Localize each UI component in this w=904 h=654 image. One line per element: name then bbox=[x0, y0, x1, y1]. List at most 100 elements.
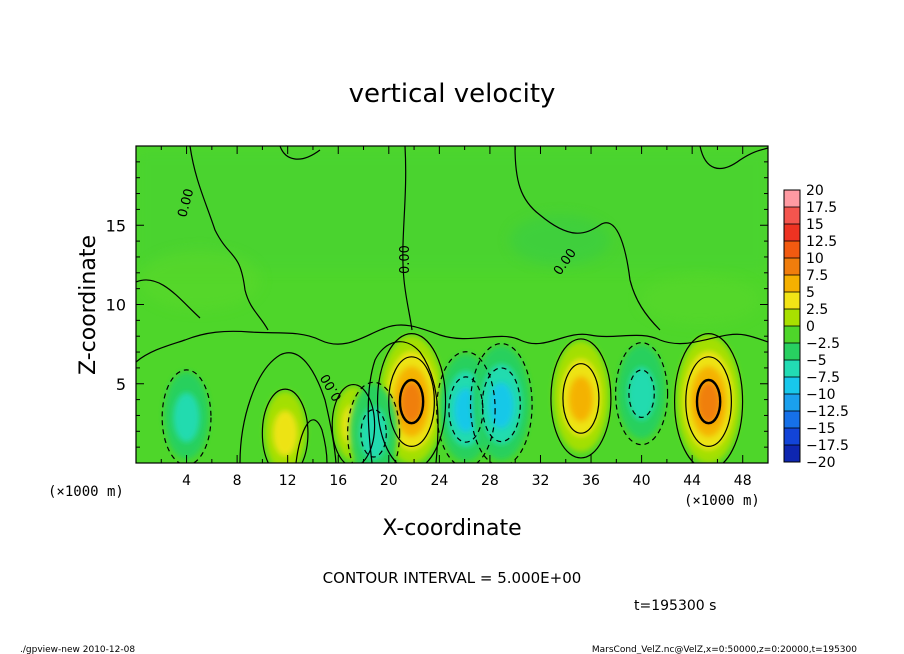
colorbar-swatch bbox=[784, 360, 800, 378]
x-tick-label: 24 bbox=[430, 473, 448, 489]
colorbar-swatch bbox=[784, 411, 800, 429]
colorbar-swatch bbox=[784, 343, 800, 361]
x-tick-label: 28 bbox=[481, 473, 499, 489]
colorbar-label: −15 bbox=[806, 421, 836, 437]
colorbar-swatch bbox=[784, 224, 800, 242]
lobe-contour bbox=[295, 419, 328, 463]
contour-ring bbox=[161, 369, 212, 463]
y-tick-label: 10 bbox=[106, 296, 126, 315]
x-tick-label: 48 bbox=[734, 473, 752, 489]
contour-ring bbox=[398, 378, 425, 425]
footer-left: ./gpview-new 2010-12-08 bbox=[20, 645, 135, 654]
colorbar-swatch bbox=[784, 445, 800, 463]
y-axis: 5 10 15 bbox=[106, 161, 768, 448]
colorbar-swatch bbox=[784, 292, 800, 310]
colorbar-label: −2.5 bbox=[806, 336, 840, 352]
contour-ring bbox=[469, 342, 533, 463]
colorbar-label: 12.5 bbox=[806, 234, 837, 250]
contour-ring bbox=[614, 342, 669, 446]
upper-contour bbox=[136, 279, 201, 319]
contour-ring bbox=[448, 376, 484, 443]
y-tick-label: 5 bbox=[116, 375, 126, 394]
contour-ring bbox=[331, 383, 376, 463]
contour-ring bbox=[685, 356, 732, 448]
velocity-cell bbox=[472, 345, 531, 460]
upper-contour bbox=[189, 146, 269, 331]
x-unit-right: (×1000 m) bbox=[684, 493, 760, 509]
colorbar-swatch bbox=[784, 258, 800, 276]
contour-ring bbox=[674, 333, 744, 463]
colorbar-label: −20 bbox=[806, 455, 836, 471]
contour-ring bbox=[261, 388, 309, 463]
contour-ring bbox=[695, 378, 722, 425]
upper-contour bbox=[279, 146, 321, 160]
contour-interval: CONTOUR INTERVAL = 5.000E+00 bbox=[323, 569, 582, 587]
lobe-contour bbox=[367, 341, 439, 463]
colorbar-label: 17.5 bbox=[806, 200, 837, 216]
colorbar-swatch bbox=[784, 241, 800, 259]
colorbar-swatch bbox=[784, 428, 800, 446]
contour-ring bbox=[628, 369, 655, 418]
velocity-cell bbox=[676, 335, 741, 463]
velocity-cell bbox=[164, 371, 209, 460]
contour-label: 0.00 bbox=[175, 187, 197, 219]
x-axis: 4 8 12 16 20 24 28 32 36 40 44 48 bbox=[160, 146, 769, 489]
colorbar-label: −10 bbox=[806, 387, 836, 403]
colorbar-label: 15 bbox=[806, 217, 824, 233]
colorbar-label: −12.5 bbox=[806, 404, 849, 420]
colorbar-swatch bbox=[784, 326, 800, 344]
colorbar-swatch bbox=[784, 275, 800, 293]
colorbar-label: 7.5 bbox=[806, 268, 828, 284]
colorbar-swatch bbox=[784, 207, 800, 225]
velocity-cell bbox=[264, 391, 306, 463]
colorbar-label: −17.5 bbox=[806, 438, 849, 454]
zero-contour bbox=[136, 324, 768, 363]
colorbar-label: 20 bbox=[806, 183, 824, 199]
upper-contour bbox=[699, 146, 768, 169]
footer-right: MarsCond_VelZ.nc@VelZ,x=0:50000,z=0:2000… bbox=[592, 645, 857, 654]
x-tick-label: 20 bbox=[380, 473, 398, 489]
y-axis-label: Z-coordinate bbox=[76, 235, 101, 375]
contour-lines bbox=[136, 146, 768, 463]
upper-contour bbox=[402, 146, 413, 331]
x-tick-label: 4 bbox=[182, 473, 191, 489]
upper-contour bbox=[514, 146, 661, 331]
contour-ring bbox=[347, 381, 401, 463]
y-tick-label: 15 bbox=[106, 216, 126, 235]
x-unit-left: (×1000 m) bbox=[48, 484, 124, 500]
colorbar-label: −5 bbox=[806, 353, 827, 369]
contour-ring bbox=[550, 338, 612, 459]
colorbar-label: −7.5 bbox=[806, 370, 840, 386]
colorbar-swatch bbox=[784, 377, 800, 395]
velocity-cell bbox=[552, 340, 609, 452]
x-tick-label: 36 bbox=[582, 473, 600, 489]
x-tick-label: 16 bbox=[329, 473, 347, 489]
contour-ring bbox=[562, 363, 600, 434]
colorbar-label: 2.5 bbox=[806, 302, 828, 318]
colorbar-label: 10 bbox=[806, 251, 824, 267]
time-label: t=195300 s bbox=[634, 598, 716, 614]
contour-label: 0.00 bbox=[398, 245, 413, 274]
contour-ring bbox=[360, 409, 387, 458]
colorbar: 2017.51512.5107.552.50−2.5−5−7.5−10−12.5… bbox=[783, 183, 849, 471]
colorbar-swatch bbox=[784, 190, 800, 208]
x-tick-label: 12 bbox=[279, 473, 297, 489]
colorbar-swatch bbox=[784, 394, 800, 412]
plot-area bbox=[136, 146, 768, 463]
velocity-cell bbox=[617, 344, 666, 439]
contour-ring bbox=[436, 351, 496, 463]
contour-ring bbox=[376, 333, 447, 463]
lobe-contour bbox=[239, 352, 337, 463]
colorbar-label: 0 bbox=[806, 319, 815, 335]
colorbar-label: 5 bbox=[806, 285, 815, 301]
x-axis-label: X-coordinate bbox=[382, 516, 521, 541]
chart-title: vertical velocity bbox=[349, 79, 556, 109]
contour-ring bbox=[388, 356, 435, 448]
x-tick-label: 8 bbox=[233, 473, 242, 489]
colorbar-swatch bbox=[784, 309, 800, 327]
velocity-cell bbox=[349, 384, 398, 463]
x-tick-label: 32 bbox=[532, 473, 550, 489]
x-tick-label: 44 bbox=[683, 473, 701, 489]
x-tick-label: 40 bbox=[633, 473, 651, 489]
